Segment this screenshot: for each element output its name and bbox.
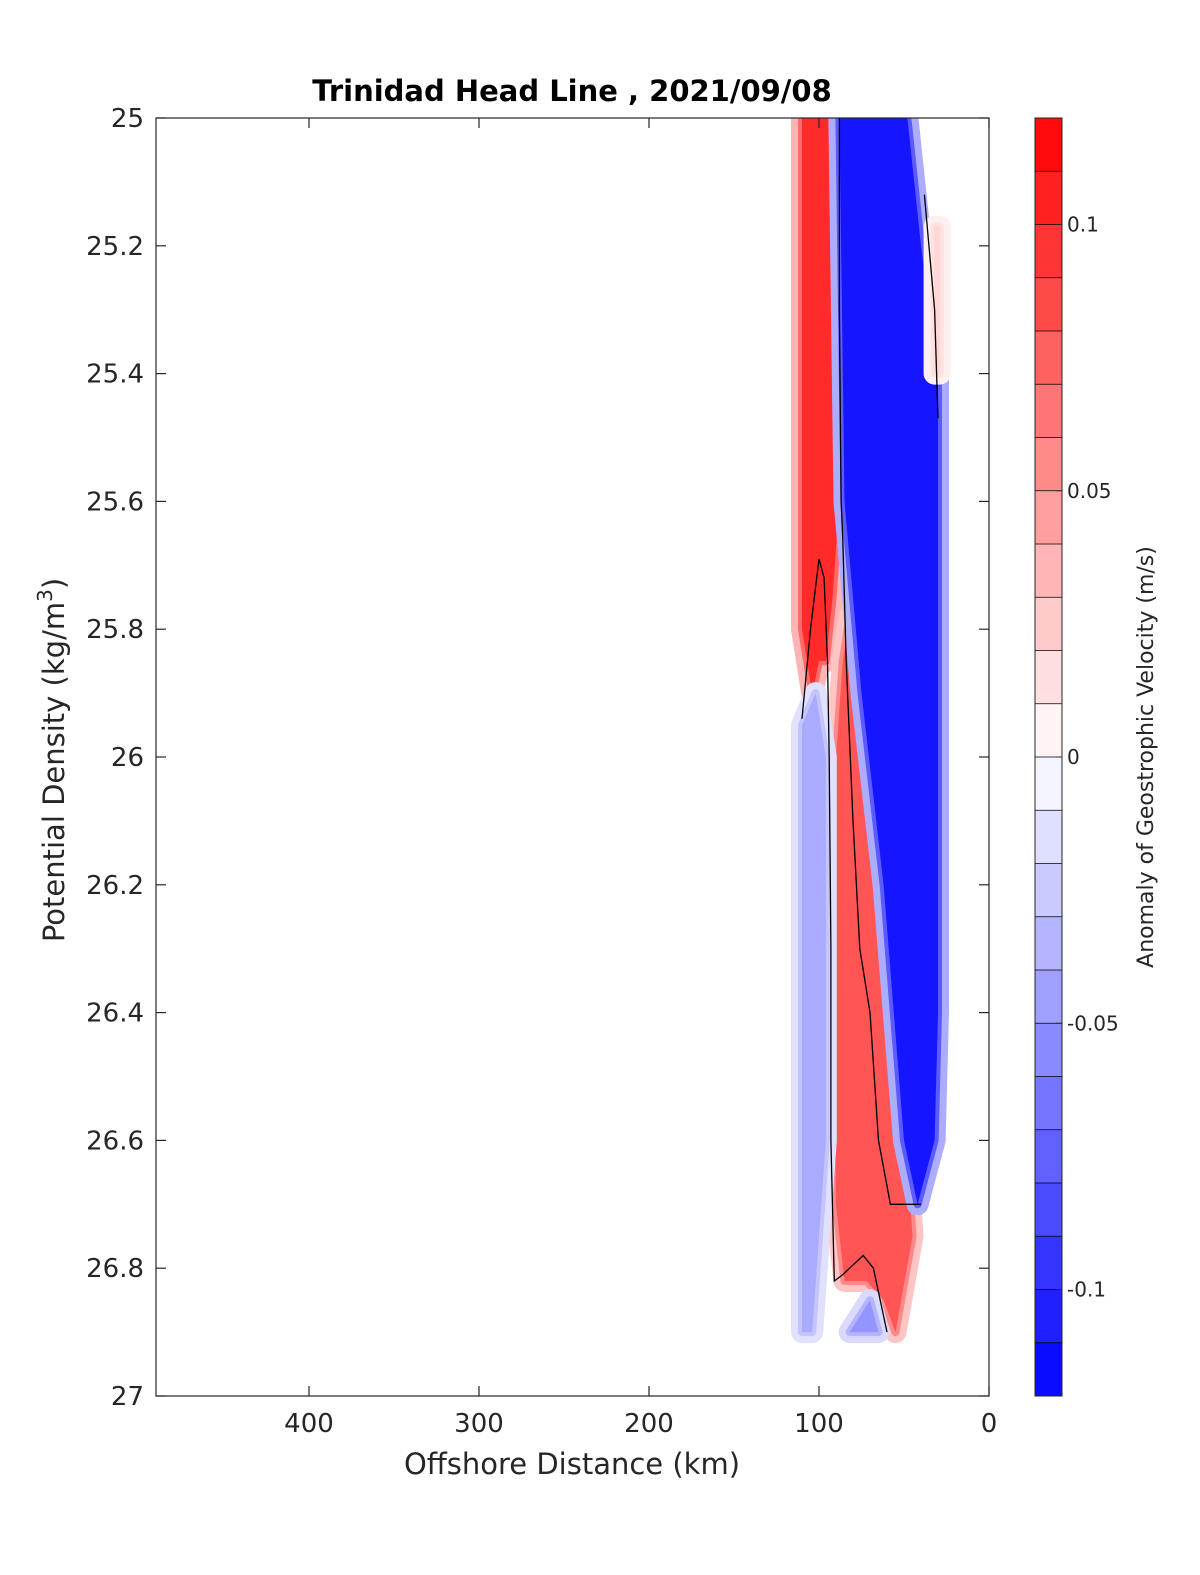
y-tick-label: 26.4 bbox=[86, 999, 144, 1029]
y-tick-label: 25.8 bbox=[86, 615, 144, 645]
x-tick-label: 0 bbox=[981, 1409, 998, 1439]
field-region-blue-band-offshore bbox=[791, 682, 837, 1344]
field-region-core bbox=[802, 693, 826, 1333]
y-tick-label: 25.6 bbox=[86, 487, 144, 517]
colorbar-level bbox=[1035, 1129, 1062, 1184]
x-tick-label: 400 bbox=[284, 1409, 334, 1439]
y-tick-label: 25.2 bbox=[86, 232, 144, 262]
zero-contour-line bbox=[923, 194, 939, 419]
x-tick-label: 200 bbox=[624, 1409, 674, 1439]
y-tick-label: 26.8 bbox=[86, 1254, 144, 1284]
colorbar-tick-label: -0.05 bbox=[1067, 1011, 1119, 1035]
field-region-core bbox=[802, 118, 840, 694]
y-axis-ticks: 25 25.2 25.4 25.6 25.8 26 26.2 26.4 26.6 26.8 27 bbox=[86, 104, 989, 1412]
y-tick-label: 25 bbox=[111, 104, 144, 134]
zero-contours bbox=[801, 118, 939, 1333]
y-tick-label: 25.4 bbox=[86, 360, 144, 390]
colorbar-tick-label: 0.1 bbox=[1067, 213, 1099, 237]
colorbar-level bbox=[1035, 437, 1062, 492]
y-axis-label-close: ) bbox=[37, 578, 71, 589]
colorbar-level bbox=[1035, 171, 1062, 225]
field-region-red-band-shallow bbox=[791, 118, 851, 705]
colorbar-level bbox=[1035, 597, 1062, 651]
x-tick-label: 300 bbox=[454, 1409, 504, 1439]
colorbar-level bbox=[1035, 224, 1062, 279]
velocity-field bbox=[791, 118, 951, 1344]
colorbar-level bbox=[1035, 1023, 1062, 1077]
colorbar-ticks: 0.1 0.05 0 -0.05 -0.1 bbox=[1056, 213, 1119, 1302]
colorbar-level bbox=[1035, 650, 1062, 705]
colorbar-level bbox=[1035, 1076, 1062, 1131]
zero-contour-line bbox=[801, 558, 888, 1333]
y-tick-label: 27 bbox=[111, 1382, 144, 1412]
y-axis-label-superscript: 3 bbox=[33, 589, 57, 602]
x-axis-ticks: 400 300 200 100 0 bbox=[284, 118, 997, 1439]
colorbar-level bbox=[1035, 1342, 1062, 1397]
colorbar-level bbox=[1035, 1183, 1062, 1237]
colorbar-level bbox=[1035, 544, 1062, 598]
colorbar-level bbox=[1035, 757, 1062, 811]
y-tick-label: 26.6 bbox=[86, 1126, 144, 1156]
y-tick-label: 26.2 bbox=[86, 871, 144, 901]
colorbar-level bbox=[1035, 916, 1062, 971]
field-region-core bbox=[849, 1300, 879, 1333]
colorbar-level bbox=[1035, 331, 1062, 385]
colorbar-level bbox=[1035, 703, 1062, 758]
colorbar-tick-label: -0.1 bbox=[1067, 1278, 1106, 1302]
x-axis-label: Offshore Distance (km) bbox=[404, 1447, 740, 1481]
colorbar-level bbox=[1035, 970, 1062, 1024]
y-tick-label: 26 bbox=[111, 743, 144, 773]
y-axis-label: Potential Density (kg/m3) bbox=[33, 578, 71, 942]
field-region-blue-band-main bbox=[828, 118, 949, 1216]
colorbar-level bbox=[1035, 1289, 1062, 1344]
field-region-core bbox=[832, 616, 913, 1333]
colorbar-level bbox=[1035, 118, 1062, 172]
field-region-blue-band-bottom bbox=[838, 1289, 890, 1344]
zero-contour-line bbox=[838, 118, 921, 1205]
colorbar-level bbox=[1035, 384, 1062, 438]
colorbar-level bbox=[1035, 863, 1062, 918]
colorbar-level bbox=[1035, 490, 1062, 545]
x-tick-label: 100 bbox=[794, 1409, 844, 1439]
colorbar-level bbox=[1035, 277, 1062, 332]
colorbar-tick-label: 0 bbox=[1067, 745, 1080, 769]
colorbar-level bbox=[1035, 810, 1062, 864]
colorbar bbox=[1034, 117, 1063, 1397]
y-axis-label-main: Potential Density (kg/m bbox=[37, 602, 71, 942]
colorbar-label: Anomaly of Geostrophic Velocity (m/s) bbox=[1134, 546, 1159, 968]
chart-title: Trinidad Head Line , 2021/09/08 bbox=[312, 74, 832, 108]
colorbar-level bbox=[1035, 1236, 1062, 1290]
field-region-core bbox=[839, 118, 938, 1205]
colorbar-tick-label: 0.05 bbox=[1067, 479, 1112, 503]
